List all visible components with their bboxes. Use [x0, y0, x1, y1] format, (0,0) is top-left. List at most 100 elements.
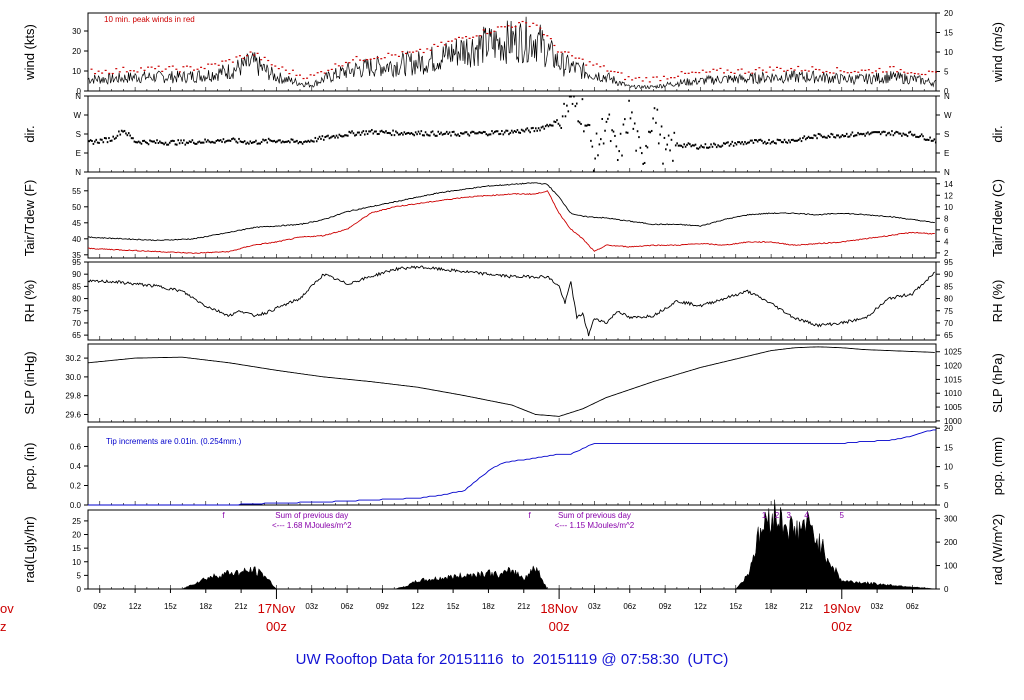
dir-point	[430, 131, 433, 134]
temp-panel	[84, 177, 940, 259]
dir-point	[190, 141, 192, 144]
dir-point	[361, 131, 363, 134]
wind-peak-point	[440, 41, 443, 43]
dir-point	[272, 140, 274, 143]
dir-point	[852, 135, 855, 138]
dir-point	[188, 140, 191, 143]
dir-point	[533, 130, 536, 133]
dir-point	[710, 143, 712, 146]
wind-peak-point	[758, 67, 761, 69]
dir-point	[841, 134, 844, 137]
wind-peak-point	[147, 66, 150, 68]
dir-point	[779, 139, 782, 142]
dir-point	[559, 124, 561, 127]
dir-point	[706, 146, 708, 149]
dir-point	[889, 133, 892, 136]
dir-point	[860, 132, 862, 135]
wind-peak-point	[115, 68, 118, 70]
dir-point	[407, 131, 410, 134]
dir-point	[526, 127, 529, 130]
temp-line-Tair	[87, 182, 935, 242]
dir-point	[489, 133, 492, 136]
dir-point	[314, 136, 317, 139]
dir-point	[762, 142, 765, 145]
rh-left-tick-label: 70	[72, 319, 81, 328]
dir-point	[713, 142, 715, 145]
dir-point	[375, 130, 377, 133]
wind-peak-point	[571, 55, 574, 57]
slp-ylabel-left: SLP (inHg)	[22, 351, 37, 414]
dir-point	[520, 128, 523, 131]
dir-point	[929, 136, 931, 139]
wind-peak-point	[426, 48, 429, 50]
dir-point	[913, 133, 916, 136]
wind-peak-point	[871, 72, 874, 74]
dir-point	[157, 142, 160, 145]
wind-peak-point	[899, 68, 902, 71]
wind-peak-point	[376, 56, 379, 59]
dir-point	[869, 132, 872, 135]
dir-point	[577, 120, 579, 123]
dir-point	[882, 130, 885, 133]
dir-point	[231, 138, 233, 141]
rad-annotation: 2	[775, 511, 780, 520]
dir-point	[652, 117, 654, 120]
temp-left-tick-label: 50	[72, 203, 81, 212]
dir-point	[906, 135, 909, 138]
wind-peak-point	[217, 64, 220, 66]
dir-point	[146, 142, 148, 145]
wind-peak-point	[609, 70, 612, 72]
wind-peak-point	[564, 51, 566, 53]
dir-point	[821, 136, 824, 139]
wind-peak-point	[341, 65, 344, 67]
dir-point	[643, 161, 646, 164]
rad-annotation: f	[529, 511, 532, 520]
dir-point	[198, 140, 201, 143]
dir-point	[792, 138, 794, 141]
wind-ylabel-left: wind (kts)	[22, 24, 37, 81]
dir-point	[403, 131, 406, 134]
wind-peak-point	[613, 71, 616, 73]
wind-peak-point	[737, 69, 740, 71]
dir-point	[273, 139, 276, 142]
pcp-line-pcp	[88, 429, 936, 506]
dir-point	[587, 123, 589, 126]
dir-point	[194, 142, 196, 145]
wind-peak-point	[776, 66, 778, 68]
dir-point	[649, 131, 652, 134]
dir-point	[349, 131, 352, 134]
dir-point	[854, 134, 857, 137]
dir-point	[920, 133, 923, 136]
dir-point	[681, 146, 684, 149]
dir-point	[670, 138, 673, 141]
temp-right-tick-label: 6	[944, 226, 949, 235]
pcp-ylabel-left: pcp. (in)	[22, 443, 37, 490]
dir-point	[765, 142, 767, 145]
wind-peak-point	[595, 63, 598, 65]
wind-peak-point	[539, 27, 542, 29]
dir-point	[595, 132, 598, 135]
wind-peak-point	[125, 71, 128, 73]
wind-peak-point	[323, 72, 326, 74]
dir-point	[297, 142, 300, 145]
pcp-right-tick-label: 5	[944, 482, 949, 491]
rh-left-tick-label: 65	[72, 331, 81, 340]
pcp-panel	[84, 426, 940, 506]
dir-point	[621, 154, 623, 157]
dir-point	[492, 132, 495, 135]
dir-point	[505, 129, 507, 132]
dir-point	[174, 143, 177, 146]
wind-peak-point	[182, 66, 185, 68]
wind-peak-point	[624, 78, 627, 81]
dir-point	[624, 118, 626, 121]
dir-point	[845, 132, 848, 135]
dir-point	[905, 133, 907, 136]
dir-point	[159, 140, 161, 143]
wind-peak-point	[97, 70, 100, 72]
dir-point	[383, 131, 386, 134]
wind-peak-point	[344, 61, 347, 64]
wind-peak-point	[779, 67, 782, 70]
pcp-right-tick-label: 15	[944, 443, 953, 452]
dir-point	[207, 139, 209, 142]
dir-point	[132, 137, 134, 140]
